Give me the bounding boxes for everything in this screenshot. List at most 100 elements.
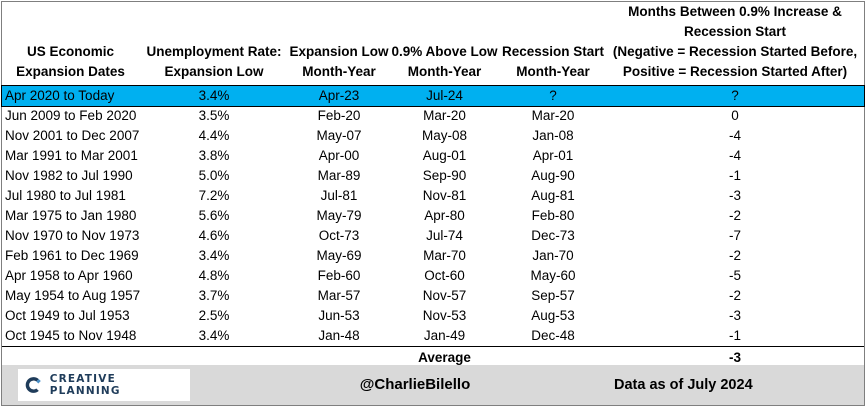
cell-recession-start: Feb-80 bbox=[531, 208, 575, 223]
cell-recession-start: Dec-48 bbox=[531, 328, 575, 343]
cell-months-between: -5 bbox=[728, 268, 741, 283]
cell-above-low: Mar-20 bbox=[423, 108, 466, 123]
cell-expansion-dates: Oct 1949 to Jul 1953 bbox=[5, 308, 130, 323]
cell-expansion-low: Oct-73 bbox=[318, 228, 360, 243]
cell-above-low: Jan-49 bbox=[423, 328, 466, 343]
cell-above-low: Mar-70 bbox=[423, 248, 466, 263]
recession-table: US Economic Expansion Dates Unemployment… bbox=[1, 2, 865, 369]
cell-unemployment-rate: 3.4% bbox=[198, 328, 230, 343]
cell-expansion-low: Apr-23 bbox=[289, 85, 389, 106]
cell-above-low: Nov-57 bbox=[422, 288, 467, 303]
average-row: Average -3 bbox=[2, 346, 864, 369]
cell-expansion-dates: Oct 1945 to Nov 1948 bbox=[5, 328, 137, 343]
cell-above-low: Aug-01 bbox=[422, 148, 467, 163]
header-row: US Economic Expansion Dates Unemployment… bbox=[2, 2, 864, 86]
cell-expansion-dates: Nov 1982 to Jul 1990 bbox=[5, 168, 133, 183]
cell-above-low: Jul-24 bbox=[389, 85, 500, 106]
cell-expansion-dates: Apr 1958 to Apr 1960 bbox=[5, 268, 133, 283]
cell-expansion-low: Jun-53 bbox=[318, 308, 360, 323]
cell-unemployment-rate: 2.5% bbox=[198, 308, 230, 323]
cell-recession-start: Jan-08 bbox=[532, 128, 574, 143]
cell-unemployment-rate: 3.7% bbox=[198, 288, 230, 303]
cell-recession-start: Jan-70 bbox=[532, 248, 574, 263]
cell-recession-start: Apr-01 bbox=[532, 148, 574, 163]
table-row: Jun 2009 to Feb 2020 3.5% Feb-20 Mar-20 Mar-… bbox=[2, 106, 864, 126]
cell-expansion-low: May-79 bbox=[316, 208, 362, 223]
cell-recession-start: Aug-90 bbox=[531, 168, 575, 183]
cell-unemployment-rate: 3.4% bbox=[198, 248, 230, 263]
table-row: Apr 1958 to Apr 1960 4.8% Feb-60 Oct-60 May-… bbox=[2, 266, 864, 286]
table-body: Apr 2020 to Today 3.4% Apr-23 Jul-24?? Jun 2… bbox=[1, 84, 865, 369]
cell-unemployment-rate: 3.5% bbox=[198, 108, 230, 123]
table-row: Apr 2020 to Today 3.4% Apr-23 Jul-24?? bbox=[1, 84, 865, 107]
cell-expansion-dates: Mar 1975 to Jan 1980 bbox=[5, 208, 137, 223]
cell-expansion-low: Jan-48 bbox=[318, 328, 360, 343]
cell-unemployment-rate: 3.8% bbox=[198, 148, 230, 163]
cell-expansion-low: May-69 bbox=[316, 248, 362, 263]
cell-expansion-dates: Apr 2020 to Today bbox=[2, 85, 139, 106]
header-months-between: Months Between 0.9% Increase & Recession… bbox=[606, 2, 864, 86]
cell-unemployment-rate: 4.8% bbox=[198, 268, 230, 283]
cell-unemployment-rate: 4.6% bbox=[198, 228, 230, 243]
table-row: May 1954 to Aug 1957 3.7% Mar-57 Nov-57 Sep-… bbox=[2, 286, 864, 306]
footer-bar: CREATIVE PLANNING @CharlieBilello Data a… bbox=[2, 365, 864, 405]
cell-months-between: -7 bbox=[728, 228, 741, 243]
cell-expansion-dates: Nov 1970 to Nov 1973 bbox=[5, 228, 140, 243]
cell-months-between: -3 bbox=[728, 308, 741, 323]
cell-expansion-dates: May 1954 to Aug 1957 bbox=[5, 288, 141, 303]
cell-months-between: -1 bbox=[728, 328, 741, 343]
cell-above-low: Sep-90 bbox=[422, 168, 467, 183]
table-row: Oct 1945 to Nov 1948 3.4% Jan-48 Jan-49 Dec-… bbox=[2, 326, 864, 347]
cell-unemployment-rate: 5.6% bbox=[198, 208, 230, 223]
header-unemployment-rate: Unemployment Rate: Expansion Low bbox=[139, 2, 289, 86]
cell-months-between: -4 bbox=[728, 128, 741, 143]
average-label: Average bbox=[389, 346, 500, 369]
creative-planning-logo-icon bbox=[25, 377, 41, 393]
cell-above-low: Apr-80 bbox=[424, 208, 465, 223]
table-row: Nov 2001 to Dec 2007 4.4% May-07 May-08 Jan-… bbox=[2, 126, 864, 146]
table-row: Mar 1991 to Mar 2001 3.8% Apr-00 Aug-01 Apr-… bbox=[2, 146, 864, 166]
cell-above-low: Jul-74 bbox=[426, 228, 463, 243]
data-as-of: Data as of July 2024 bbox=[614, 377, 753, 393]
cell-unemployment-rate: 4.4% bbox=[198, 128, 230, 143]
table-row: Nov 1982 to Jul 1990 5.0% Mar-89 Sep-90 Aug-… bbox=[2, 166, 864, 186]
cell-expansion-low: Mar-57 bbox=[317, 288, 361, 303]
table-row: Mar 1975 to Jan 1980 5.6% May-79 Apr-80 Feb-… bbox=[2, 206, 864, 226]
cell-months-between: 0 bbox=[731, 108, 739, 123]
cell-months-between: -4 bbox=[728, 148, 741, 163]
header-above-low: 0.9% Above Low Month-Year bbox=[389, 2, 500, 86]
cell-months-between: -1 bbox=[728, 168, 741, 183]
table-row: Jul 1980 to Jul 1981 7.2% Jul-81 Nov-81 Aug-… bbox=[2, 186, 864, 206]
header-expansion-low: Expansion Low Month-Year bbox=[289, 2, 389, 86]
cell-recession-start: Aug-81 bbox=[531, 188, 575, 203]
cell-expansion-low: Feb-60 bbox=[317, 268, 361, 283]
cell-expansion-low: Feb-20 bbox=[317, 108, 361, 123]
cell-recession-start: Aug-53 bbox=[531, 308, 575, 323]
cell-months-between: -2 bbox=[728, 208, 741, 223]
cell-unemployment-rate: 3.4% bbox=[139, 85, 289, 106]
cell-expansion-dates: Jun 2009 to Feb 2020 bbox=[5, 108, 137, 123]
cell-months-between: -2 bbox=[728, 288, 741, 303]
cell-months-between: -3 bbox=[728, 188, 741, 203]
cell-expansion-low: Apr-00 bbox=[318, 148, 360, 163]
cell-unemployment-rate: 7.2% bbox=[198, 188, 230, 203]
cell-above-low: Nov-53 bbox=[422, 308, 467, 323]
cell-above-low: Nov-81 bbox=[422, 188, 467, 203]
logo-text: CREATIVE PLANNING bbox=[49, 373, 121, 397]
table-row: Oct 1949 to Jul 1953 2.5% Jun-53 Nov-53 Aug-… bbox=[2, 306, 864, 326]
cell-expansion-dates: Mar 1991 to Mar 2001 bbox=[5, 148, 138, 163]
cell-unemployment-rate: 5.0% bbox=[198, 168, 230, 183]
cell-recession-start: ? bbox=[500, 85, 606, 106]
header-expansion-dates: US Economic Expansion Dates bbox=[2, 2, 139, 86]
cell-recession-start: Sep-57 bbox=[531, 288, 575, 303]
author-handle: @CharlieBilello bbox=[359, 376, 471, 393]
cell-expansion-low: Jul-81 bbox=[320, 188, 358, 203]
table-row: Feb 1961 to Dec 1969 3.4% May-69 Mar-70 Jan-… bbox=[2, 246, 864, 266]
cell-recession-start: Mar-20 bbox=[531, 108, 575, 123]
creative-planning-logo: CREATIVE PLANNING bbox=[18, 369, 190, 401]
cell-expansion-low: Mar-89 bbox=[317, 168, 361, 183]
cell-expansion-dates: Feb 1961 to Dec 1969 bbox=[5, 248, 139, 263]
table-row: Nov 1970 to Nov 1973 4.6% Oct-73 Jul-74 Dec-… bbox=[2, 226, 864, 246]
cell-months-between: ? bbox=[606, 85, 864, 106]
